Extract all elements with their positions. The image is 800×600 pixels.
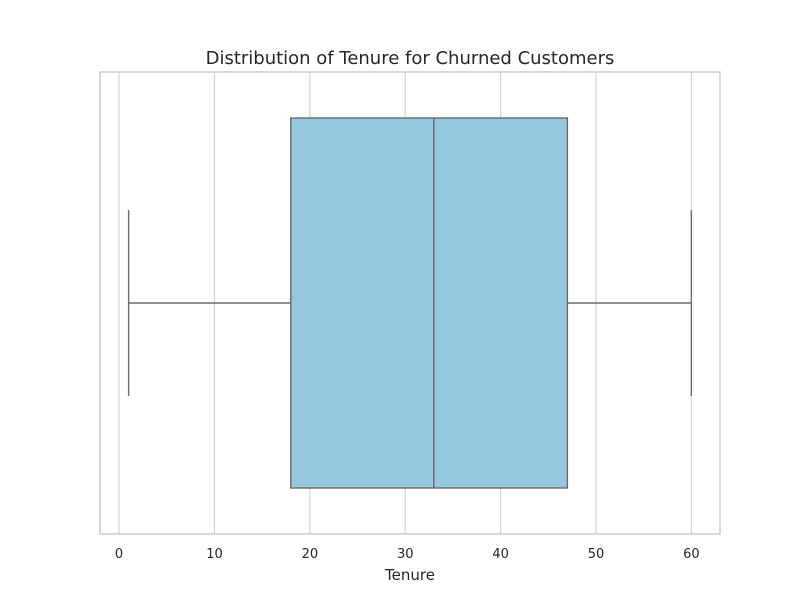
x-tick-label: 60 — [683, 547, 700, 562]
x-tick-label: 10 — [206, 547, 223, 562]
x-tick-label: 0 — [115, 547, 123, 562]
x-tick-label: 20 — [302, 547, 319, 562]
x-tick-label: 50 — [588, 547, 605, 562]
plot-frame — [99, 71, 721, 535]
x-axis-ticks: 0 10 20 30 40 50 60 — [115, 547, 700, 562]
x-axis-label: Tenure — [384, 566, 435, 584]
x-tick-label: 30 — [397, 547, 414, 562]
x-tick-label: 40 — [492, 547, 509, 562]
chart-title: Distribution of Tenure for Churned Custo… — [206, 48, 615, 69]
box-iqr — [290, 117, 569, 489]
box-plot — [127, 117, 693, 489]
